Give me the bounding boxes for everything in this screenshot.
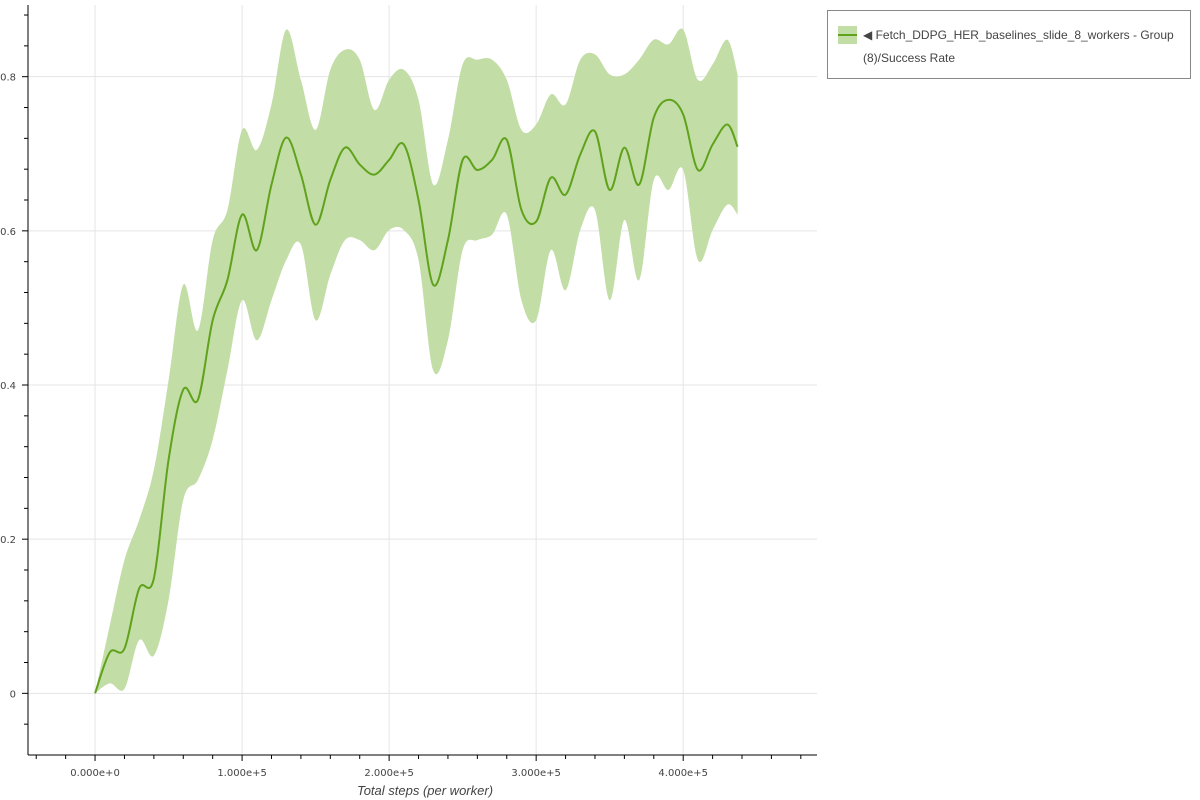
legend[interactable]: ◀ Fetch_DDPG_HER_baselines_slide_8_worke… (827, 10, 1191, 79)
x-tick-label: 0.000e+0 (70, 768, 120, 779)
confidence-band (95, 28, 738, 694)
y-tick-label: 0.8 (0, 73, 16, 84)
plot-area[interactable] (94, 28, 739, 694)
x-tick-label: 1.000e+5 (217, 768, 267, 779)
legend-entry-line2: (8)/Success Rate (863, 51, 955, 65)
y-tick-label: 0 (10, 689, 16, 700)
x-tick-label: 2.000e+5 (364, 768, 414, 779)
x-tick-label: 4.000e+5 (658, 768, 708, 779)
mean-line[interactable] (94, 98, 739, 694)
y-tick-label: 0.2 (0, 535, 16, 546)
legend-entry-line1[interactable]: ◀ Fetch_DDPG_HER_baselines_slide_8_worke… (863, 28, 1174, 42)
x-tick-label: 3.000e+5 (511, 768, 561, 779)
x-axis-label: Total steps (per worker) (357, 783, 493, 798)
axes: 0.000e+0 1.000e+5 2.000e+5 3.000e+5 4.000e+5… (0, 5, 817, 779)
y-tick-label: 0.4 (0, 381, 16, 392)
y-tick-label: 0.6 (0, 227, 16, 238)
legend-box (827, 10, 1191, 79)
